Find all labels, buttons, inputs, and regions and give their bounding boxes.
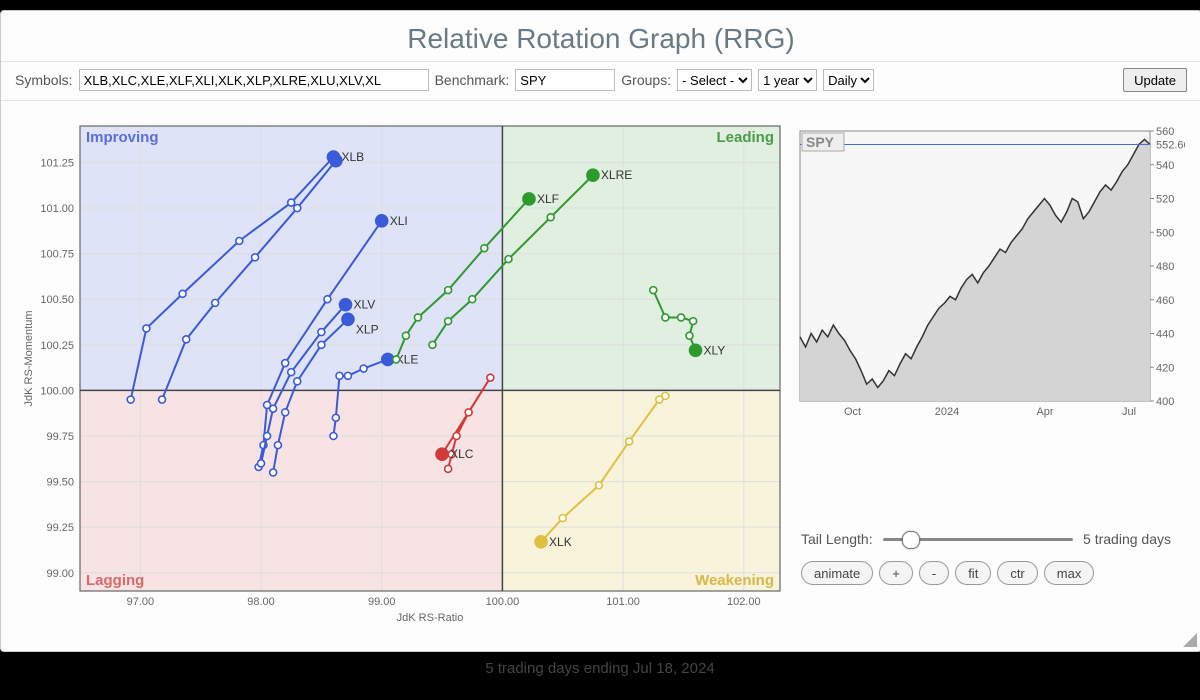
svg-text:JdK RS-Ratio: JdK RS-Ratio — [397, 612, 464, 624]
resize-grip-icon[interactable] — [1181, 631, 1197, 647]
svg-text:500: 500 — [1156, 227, 1174, 239]
benchmark-label: Benchmark: — [435, 72, 510, 88]
svg-text:552.66: 552.66 — [1156, 140, 1185, 152]
svg-text:Jul: Jul — [1122, 406, 1136, 418]
groups-label: Groups: — [621, 72, 671, 88]
svg-text:Leading: Leading — [716, 129, 774, 146]
svg-text:99.25: 99.25 — [46, 522, 74, 534]
svg-text:101.25: 101.25 — [40, 157, 74, 169]
svg-text:XLI: XLI — [390, 214, 408, 228]
side-controls: Tail Length: 5 trading days animate + - … — [801, 531, 1171, 585]
svg-text:2024: 2024 — [935, 406, 959, 418]
range-select[interactable]: 1 year — [758, 69, 817, 91]
svg-text:XLF: XLF — [537, 192, 559, 206]
svg-text:Weakening: Weakening — [695, 572, 774, 589]
svg-text:101.00: 101.00 — [40, 203, 74, 215]
svg-text:Lagging: Lagging — [86, 572, 144, 589]
page-title: Relative Rotation Graph (RRG) — [1, 11, 1200, 61]
svg-text:100.75: 100.75 — [40, 249, 74, 261]
svg-text:98.00: 98.00 — [247, 596, 275, 608]
tail-length-value: 5 trading days — [1083, 531, 1171, 547]
max-button[interactable]: max — [1044, 561, 1095, 585]
svg-text:101.00: 101.00 — [606, 596, 640, 608]
svg-text:Improving: Improving — [86, 129, 159, 146]
svg-text:XLK: XLK — [549, 535, 572, 549]
svg-text:440: 440 — [1156, 329, 1174, 341]
freq-select[interactable]: Daily — [823, 69, 874, 91]
tail-length-slider[interactable] — [883, 531, 1073, 547]
animate-button[interactable]: animate — [801, 561, 873, 585]
svg-text:XLP: XLP — [356, 322, 379, 336]
svg-text:99.00: 99.00 — [368, 596, 396, 608]
svg-text:102.00: 102.00 — [727, 596, 761, 608]
zoom-out-button[interactable]: - — [919, 561, 949, 585]
svg-text:Apr: Apr — [1036, 406, 1053, 418]
svg-text:Oct: Oct — [844, 406, 861, 418]
svg-text:100.00: 100.00 — [40, 385, 74, 397]
update-button[interactable]: Update — [1123, 68, 1187, 92]
toolbar: Symbols: Benchmark: Groups: - Select - 1… — [1, 61, 1200, 101]
footer-caption: 5 trading days ending Jul 18, 2024 — [0, 660, 1200, 677]
groups-select[interactable]: - Select - — [677, 69, 752, 91]
svg-text:540: 540 — [1156, 160, 1174, 172]
svg-text:100.25: 100.25 — [40, 340, 74, 352]
symbols-label: Symbols: — [15, 72, 73, 88]
svg-text:99.75: 99.75 — [46, 431, 74, 443]
svg-text:100.50: 100.50 — [40, 294, 74, 306]
svg-text:460: 460 — [1156, 295, 1174, 307]
svg-text:99.00: 99.00 — [46, 568, 74, 580]
svg-text:XLY: XLY — [704, 343, 726, 357]
svg-text:XLV: XLV — [354, 298, 376, 312]
svg-text:XLRE: XLRE — [601, 168, 632, 182]
fit-button[interactable]: fit — [955, 561, 991, 585]
svg-text:520: 520 — [1156, 194, 1174, 206]
svg-text:480: 480 — [1156, 261, 1174, 273]
svg-text:100.00: 100.00 — [486, 596, 520, 608]
rrg-panel: Relative Rotation Graph (RRG) Symbols: B… — [0, 10, 1200, 652]
symbols-input[interactable] — [79, 69, 429, 91]
svg-text:560: 560 — [1156, 126, 1174, 138]
svg-text:XLB: XLB — [341, 150, 364, 164]
zoom-in-button[interactable]: + — [879, 561, 913, 585]
svg-text:JdK RS-Momentum: JdK RS-Momentum — [23, 311, 35, 407]
svg-text:400: 400 — [1156, 396, 1174, 408]
center-button[interactable]: ctr — [997, 561, 1037, 585]
tail-length-label: Tail Length: — [801, 531, 873, 547]
svg-text:99.50: 99.50 — [46, 477, 74, 489]
svg-text:SPY: SPY — [806, 134, 835, 150]
svg-text:97.00: 97.00 — [127, 596, 155, 608]
svg-text:XLC: XLC — [450, 447, 474, 461]
svg-text:420: 420 — [1156, 362, 1174, 374]
benchmark-input[interactable] — [515, 69, 615, 91]
